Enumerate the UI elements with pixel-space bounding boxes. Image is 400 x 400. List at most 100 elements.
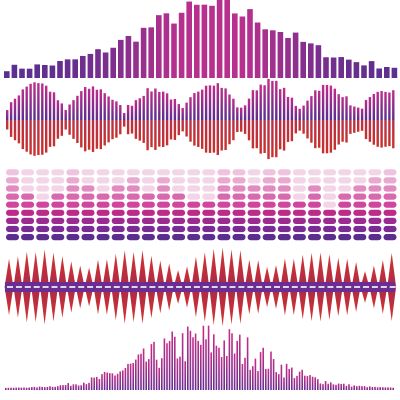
eq-pill: [111, 193, 125, 200]
thin-bar: [197, 340, 199, 390]
thin-bar: [207, 325, 210, 390]
wave-bar-top: [212, 85, 216, 120]
eq-pill: [96, 209, 110, 216]
eq-pill: [21, 169, 35, 176]
band-dash: [380, 286, 387, 288]
wave-bar-top: [56, 100, 60, 120]
eq-bar: [270, 30, 276, 78]
band-dash: [300, 286, 307, 288]
thin-bar: [301, 369, 303, 390]
eq-pill: [308, 234, 321, 241]
eq-pill: [111, 201, 125, 208]
thin-bar: [252, 366, 254, 390]
eq-bar: [384, 67, 390, 78]
eq-pill: [66, 185, 80, 192]
eq-pill: [217, 217, 231, 224]
thin-bar: [20, 387, 23, 390]
eq-bar: [239, 16, 246, 78]
thin-bar: [379, 387, 381, 390]
wave-bar-bottom: [25, 120, 28, 152]
wave-bar-top: [318, 90, 321, 120]
band-dash: [51, 286, 58, 288]
eq-bar: [330, 57, 337, 78]
wave-bar-top: [29, 83, 32, 120]
thin-bar: [122, 370, 124, 390]
eq-pill: [172, 169, 186, 176]
eq-pill: [6, 217, 19, 224]
wave-bar-top: [193, 93, 196, 120]
thin-bar: [296, 375, 298, 390]
eq-pill: [202, 225, 216, 233]
wave-bar-top: [275, 80, 278, 120]
thin-bar: [114, 375, 116, 390]
eq-pill: [141, 185, 155, 192]
thin-bar: [93, 377, 95, 390]
thin-bar: [18, 387, 20, 390]
thin-bar: [41, 386, 43, 390]
wave-bar-bottom: [236, 120, 239, 133]
band-dash: [87, 286, 94, 288]
thin-bar: [236, 340, 238, 390]
eq-pill: [247, 217, 261, 224]
eq-pill: [323, 193, 337, 200]
thin-bar: [54, 386, 56, 390]
band-dash: [185, 286, 191, 288]
wave-bar-bottom: [41, 120, 44, 155]
eq-bar: [376, 68, 382, 78]
eq-pill: [157, 193, 170, 200]
wave-bar-top: [142, 95, 145, 120]
eq-pill: [187, 185, 201, 192]
wave-bar-bottom: [290, 120, 294, 142]
wave-bar-top: [267, 78, 270, 120]
band-dash: [202, 286, 209, 288]
thin-bar: [179, 356, 181, 390]
eq-pill: [172, 177, 186, 184]
eq-pill: [6, 177, 19, 184]
wave-bar-bottom: [84, 120, 87, 152]
thin-bar: [119, 371, 121, 390]
thin-bar: [257, 371, 259, 390]
wave-bar-bottom: [204, 120, 208, 153]
wave-bar-bottom: [193, 120, 196, 146]
eq-pill: [36, 193, 50, 200]
thin-bar: [220, 357, 223, 390]
wave-bar-bottom: [216, 120, 219, 156]
eq-pill: [126, 234, 140, 241]
eq-bar: [201, 4, 208, 78]
thin-bar: [218, 347, 220, 390]
thin-bar: [332, 384, 335, 390]
eq-bar: [262, 29, 268, 78]
eq-pill: [81, 209, 95, 216]
eq-pill: [277, 217, 291, 224]
eq-pill: [187, 177, 201, 184]
eq-pill: [172, 234, 186, 241]
band-dash: [24, 286, 31, 288]
eq-pill: [292, 193, 306, 200]
eq-pill: [217, 169, 231, 176]
thin-bar: [322, 384, 324, 390]
eq-pill: [338, 177, 352, 184]
wave-bar-bottom: [17, 120, 21, 144]
eq-pill: [338, 217, 352, 224]
thin-bar: [176, 358, 179, 390]
eq-pill: [368, 209, 382, 216]
wave-bar-top: [333, 88, 336, 120]
eq-pill: [172, 209, 186, 216]
thin-bar: [5, 387, 7, 390]
band-dash: [220, 286, 227, 288]
eq-pill: [126, 169, 140, 176]
wave-bar-bottom: [76, 120, 79, 143]
eq-bar: [361, 65, 367, 78]
thin-bar: [356, 386, 358, 390]
band-dash: [363, 286, 369, 288]
wave-bar-bottom: [251, 120, 255, 149]
eq-pill: [323, 234, 337, 241]
eq-bar: [285, 37, 291, 78]
wave-bar-bottom: [150, 120, 153, 148]
eq-bar: [323, 57, 329, 78]
eq-pill: [81, 225, 95, 233]
wave-bar-bottom: [68, 120, 71, 135]
wave-bar-top: [107, 96, 110, 120]
wave-bar-bottom: [185, 120, 188, 137]
thin-bar: [374, 386, 376, 390]
